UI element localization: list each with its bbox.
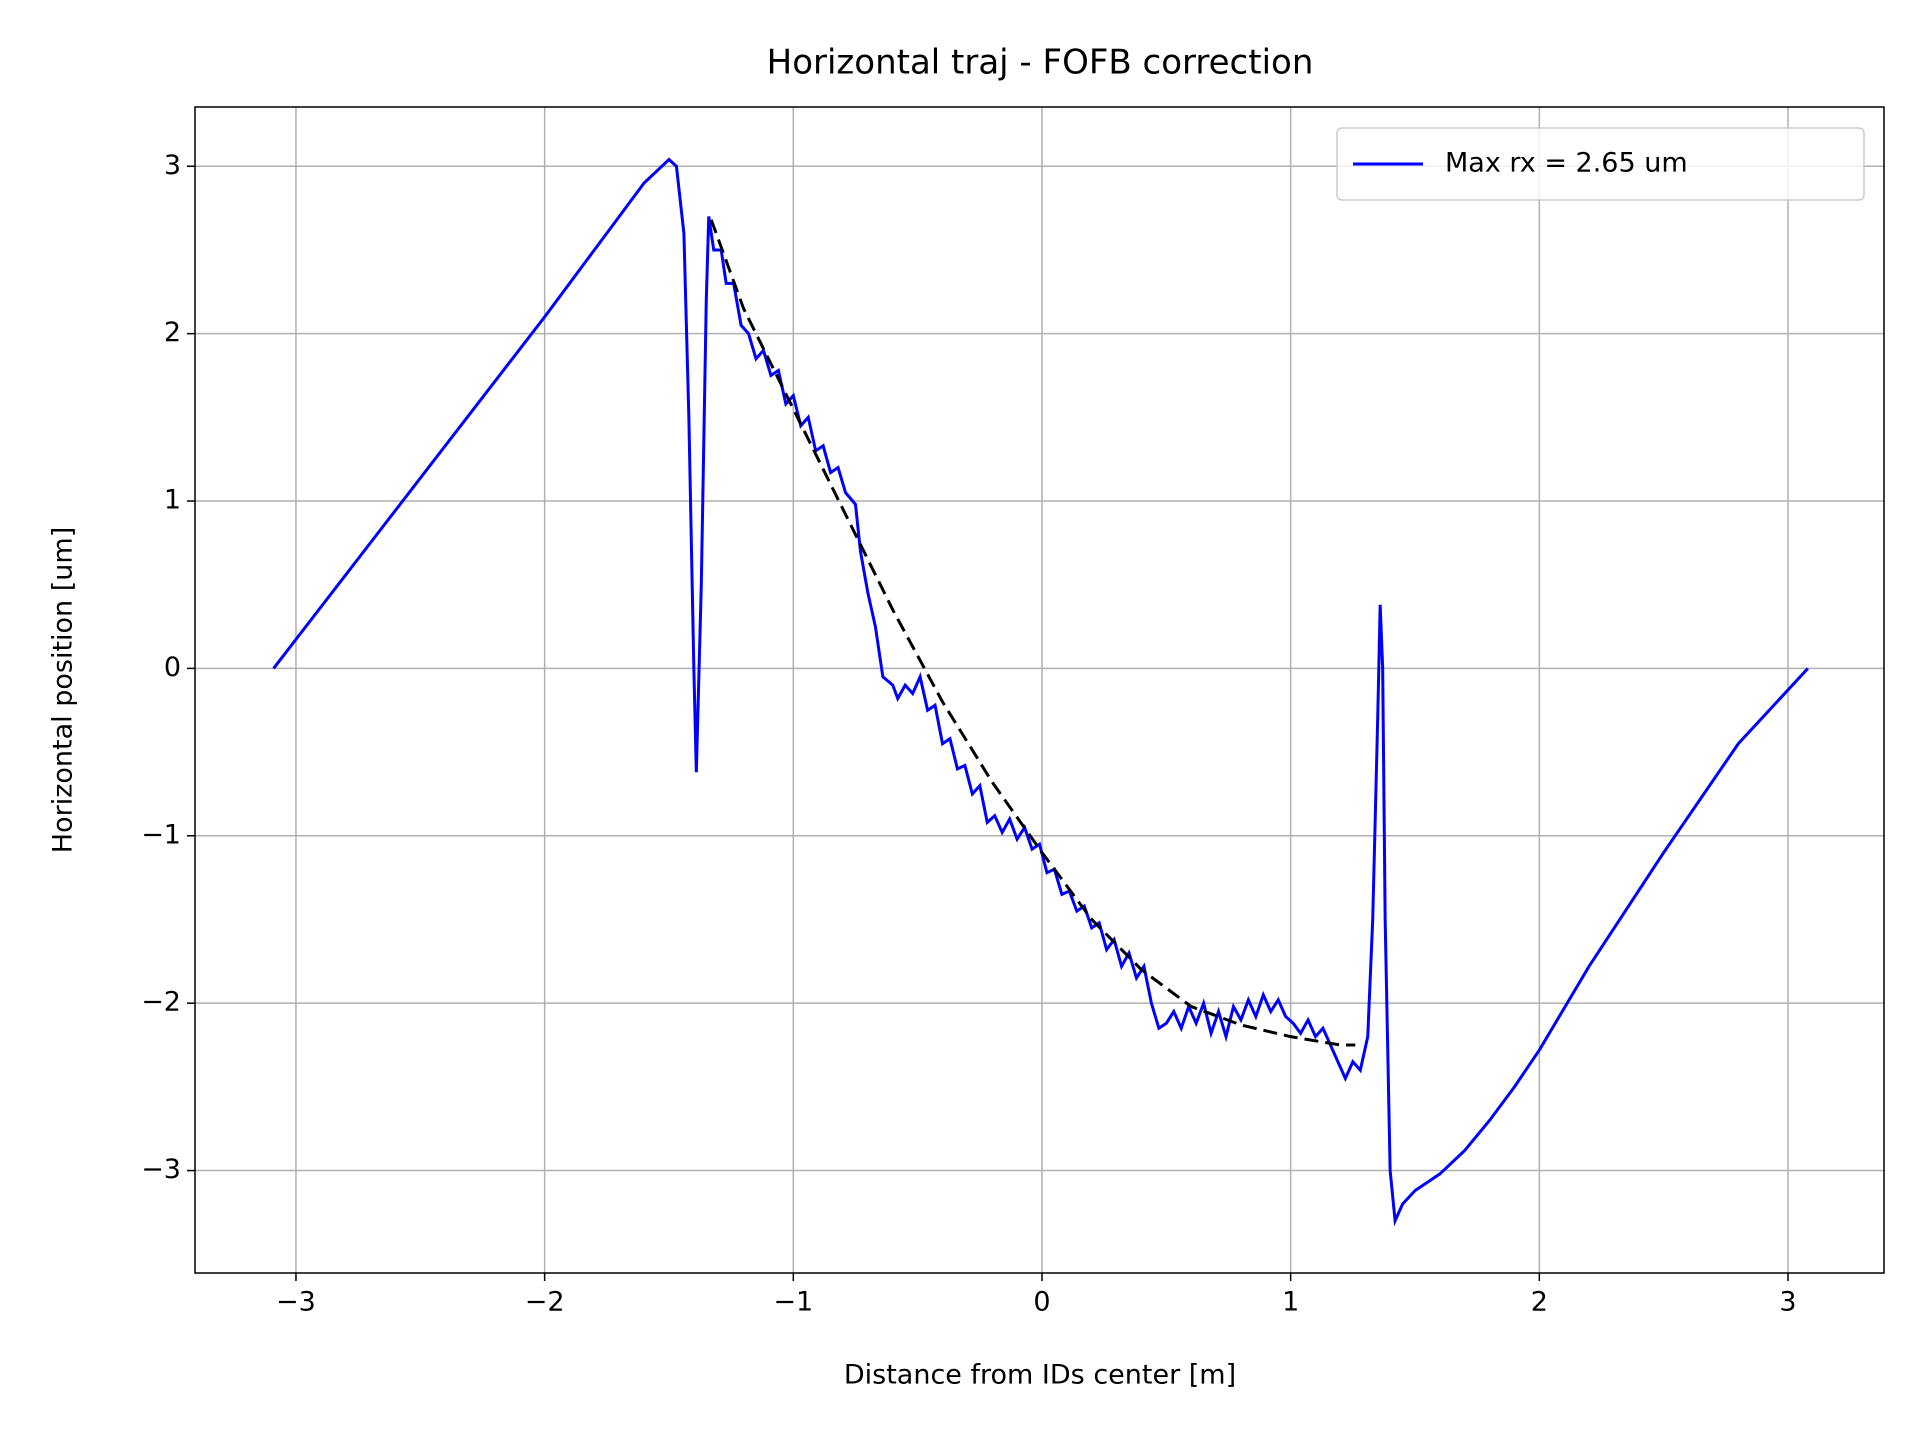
y-tick-label: 1: [164, 485, 181, 516]
y-tick-label: −2: [141, 987, 181, 1018]
x-tick-label: −1: [773, 1287, 813, 1318]
data-line: [272, 157, 1810, 1227]
data-line: [709, 219, 1356, 1047]
x-tick-label: −3: [276, 1287, 316, 1318]
x-tick-label: 3: [1779, 1287, 1796, 1318]
plot-frame: [194, 106, 1885, 1274]
y-tick-label: 2: [164, 317, 181, 348]
y-tick-label: 0: [164, 652, 181, 683]
x-tick-label: 1: [1282, 1287, 1299, 1318]
legend-label: Max rx = 2.65 um: [1445, 148, 1688, 179]
y-tick-label: 3: [164, 150, 181, 181]
x-tick-label: −2: [525, 1287, 565, 1318]
x-tick-label: 0: [1033, 1287, 1050, 1318]
y-axis-label: Horizontal position [um]: [48, 527, 79, 853]
x-axis-label: Distance from IDs center [m]: [844, 1360, 1236, 1391]
legend-box: [1336, 127, 1865, 201]
y-tick-label: −1: [141, 819, 181, 850]
chart-title: Horizontal traj - FOFB correction: [767, 43, 1314, 83]
y-tick-label: −3: [141, 1154, 181, 1185]
x-tick-label: 2: [1531, 1287, 1548, 1318]
